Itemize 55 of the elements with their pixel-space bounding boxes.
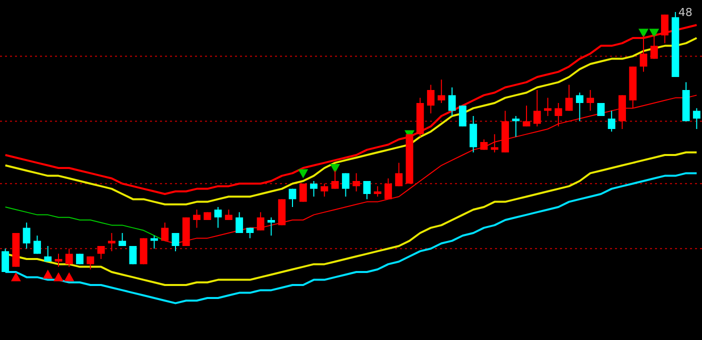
- candlestick: [458, 105, 466, 127]
- candlestick: [352, 172, 360, 192]
- candlestick: [150, 235, 158, 250]
- candlestick: [597, 103, 605, 116]
- candlestick: [214, 206, 222, 228]
- point: [298, 169, 308, 178]
- point: [64, 272, 74, 282]
- candlestick: [374, 186, 382, 198]
- candlestick: [118, 232, 126, 246]
- candlestick: [310, 180, 318, 198]
- point: [649, 28, 660, 38]
- candlestick: [193, 209, 200, 228]
- candlestick: [320, 183, 328, 198]
- point: [638, 28, 648, 38]
- candlestick: [34, 235, 41, 254]
- candlestick: [268, 216, 275, 236]
- candlestick: [129, 246, 137, 265]
- candlestick: [565, 84, 573, 112]
- candlestick: [576, 92, 584, 122]
- candlestick: [384, 178, 392, 200]
- candlestick: [533, 90, 541, 127]
- candlestick: [554, 102, 562, 127]
- candlestick: [480, 138, 488, 150]
- point: [330, 164, 340, 173]
- candlestick: [522, 105, 530, 127]
- candlestick: [395, 162, 403, 187]
- candlestick: [288, 188, 296, 208]
- candlestick: [256, 212, 264, 231]
- candlestick: [299, 183, 307, 202]
- candlestick: [544, 97, 552, 116]
- candlestick: [65, 248, 73, 268]
- candlestick: [470, 116, 478, 153]
- candlestick: [427, 84, 434, 114]
- candlestick: [2, 248, 10, 272]
- candlestick: [363, 180, 371, 200]
- candlestick: [236, 212, 244, 234]
- candlestick: [608, 110, 616, 132]
- candlestick: [22, 222, 30, 250]
- candlestick: [586, 90, 594, 112]
- point: [10, 272, 21, 282]
- candlestick: [108, 232, 116, 252]
- annotation: 48: [678, 6, 692, 19]
- candlestick: [44, 246, 52, 262]
- candlestick: [438, 79, 446, 104]
- candlestick: [54, 253, 62, 268]
- candlestick: [490, 134, 498, 153]
- candlestick: [97, 246, 105, 260]
- candlestick: [512, 116, 520, 138]
- point: [54, 272, 64, 282]
- candlestick: [172, 232, 180, 252]
- candlestick: [692, 108, 700, 130]
- candlestick: [342, 172, 350, 198]
- point: [42, 270, 53, 279]
- candlestick: [448, 86, 456, 116]
- candlestick: [86, 256, 94, 270]
